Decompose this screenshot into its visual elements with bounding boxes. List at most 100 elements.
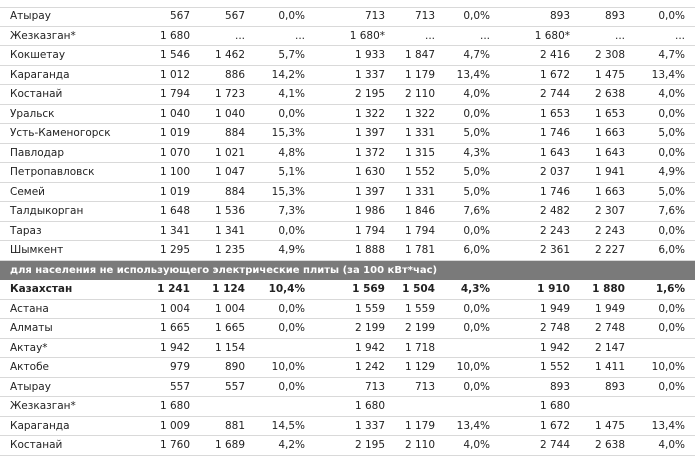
cell-value: 1 475 (594, 419, 625, 432)
cell-value: 2 195 (354, 439, 385, 451)
cell-value: 5,0% (463, 166, 490, 178)
cell-value: 13,4% (456, 419, 490, 432)
cell-value: 1 019 (159, 127, 190, 139)
cell-value: 893 (549, 10, 570, 22)
table-row: Жезказган* 1 680...... 1 680*...... 1 680*.… (0, 27, 695, 46)
cell-value: 2 243 (539, 224, 570, 237)
cell-value: 2 243 (594, 224, 625, 237)
cell-value: 5,0% (463, 127, 490, 139)
cell-value: 2 748 (594, 322, 625, 334)
cell-value: 0,0% (463, 107, 490, 120)
cell-value: 884 (224, 127, 245, 139)
cell-value: 4,7% (658, 49, 685, 61)
cell-value: 1 411 (594, 361, 625, 373)
cell-value: 10,0% (456, 361, 490, 373)
cell-value: 15,3% (271, 127, 305, 139)
cell-value: 890 (224, 361, 245, 373)
cell-value: 4,8% (278, 146, 305, 159)
cell-value: 1 040 (214, 107, 245, 120)
cell-value: 0,0% (278, 10, 305, 22)
cell-value: 4,9% (658, 166, 685, 178)
table-row: Жезказган* 1 680 1 680 1 680 (0, 397, 695, 417)
row-label: Жезказган* (10, 400, 76, 412)
cut-row (0, 0, 695, 8)
cell-value: 1 888 (354, 244, 385, 256)
cell-value: 15,3% (271, 185, 305, 198)
cell-value: 0,0% (278, 302, 305, 315)
cell-value: 5,0% (658, 127, 685, 139)
cell-value: 1 179 (404, 68, 435, 81)
cell-value: 2 308 (594, 49, 625, 61)
table-row: Тараз 1 341 1 341 0,0% 1 794 1 794 0,0% 2 243 2 … (0, 222, 695, 241)
cell-value: 2 199 (404, 322, 435, 334)
cell-value: 2 037 (539, 166, 570, 178)
cell-value: 5,0% (463, 185, 490, 198)
cell-value: 10,0% (651, 361, 685, 373)
cell-value: 7,6% (658, 205, 685, 217)
table-row: Астана 1 004 1 004 0,0% 1 559 1 559 0,0% 1 949 1… (0, 300, 695, 319)
cell-value: 0,0% (658, 146, 685, 159)
cell-value: 0,0% (658, 107, 685, 120)
cell-value: 4,3% (460, 283, 490, 295)
cell-value: 10,0% (271, 361, 305, 373)
row-label: Павлодар (10, 146, 65, 159)
cell-value: 1 100 (159, 166, 190, 178)
cell-value: 1 986 (354, 205, 385, 217)
cell-value: 0,0% (463, 322, 490, 334)
cell-value: 1 880 (592, 283, 625, 295)
cell-value: 5,0% (658, 185, 685, 198)
row-label: Караганда (10, 68, 70, 81)
cell-value: 1 552 (404, 166, 435, 178)
cell-value: 1 665 (159, 322, 190, 334)
cell-value: 713 (364, 380, 385, 393)
row-label: Шымкент (10, 244, 64, 256)
cell-value: 1 569 (352, 283, 385, 295)
cell-value: 1 846 (404, 205, 435, 217)
cell-value: 1 643 (539, 146, 570, 159)
cell-value: 1 315 (404, 146, 435, 159)
cell-value: 1 663 (594, 185, 625, 198)
row-label: Талдыкорган (10, 205, 84, 217)
cell-value: 713 (364, 10, 385, 22)
cell-value: 886 (224, 68, 245, 81)
cell-value: 1 680* (349, 29, 385, 42)
cell-value: 1 760 (159, 439, 190, 451)
cell-value: 4,7% (463, 49, 490, 61)
cell-value: 0,0% (658, 322, 685, 334)
cell-value: 2 199 (354, 322, 385, 334)
cell-value: 1 241 (157, 283, 190, 295)
cell-value: 1 941 (594, 166, 625, 178)
row-label: Костанай (10, 88, 63, 100)
cell-value: 1 536 (214, 205, 245, 217)
cell-value: 1 663 (594, 127, 625, 139)
table-row: Актобе 979 890 10,0% 1 242 1 129 10,0% 1 552 1 4… (0, 358, 695, 378)
cell-value: 2 307 (594, 205, 625, 217)
cell-value: 1 070 (159, 146, 190, 159)
cell-value: 1 680 (354, 400, 385, 412)
table-row: Казахстан 1 241 1 124 10,4% 1 569 1 504 4,3% 1 … (0, 280, 695, 300)
cell-value: 13,4% (456, 68, 490, 81)
cell-value: 567 (169, 10, 190, 22)
cell-value: 1 630 (354, 166, 385, 178)
cell-value: 6,0% (463, 244, 490, 256)
cell-value: 1 552 (539, 361, 570, 373)
cell-value: 2 110 (404, 88, 435, 100)
cell-value: 1 341 (214, 224, 245, 237)
cell-value: ... (424, 29, 435, 42)
cell-value: 1 337 (354, 68, 385, 81)
row-label: Актобе (10, 361, 50, 373)
cell-value: 0,0% (463, 224, 490, 237)
cell-value: 1 559 (404, 302, 435, 315)
cell-value: 1 942 (159, 341, 190, 354)
table-row: Шымкент 1 295 1 235 4,9% 1 888 1 781 6,0% 2 361… (0, 241, 695, 261)
table-row: Петропавловск 1 100 1 047 5,1% 1 630 1 552 5,0… (0, 163, 695, 183)
cell-value: 1 235 (214, 244, 245, 256)
cell-value: 2 744 (539, 88, 570, 100)
cell-value: 1 021 (214, 146, 245, 159)
cell-value: 979 (169, 361, 190, 373)
cell-value: 1 680 (539, 400, 570, 412)
cell-value: 7,6% (463, 205, 490, 217)
table-row: Усть-Каменогорск 1 019 884 15,3% 1 397 1 331 5… (0, 124, 695, 144)
row-label: Караганда (10, 419, 70, 432)
cell-value: 5,1% (278, 166, 305, 178)
